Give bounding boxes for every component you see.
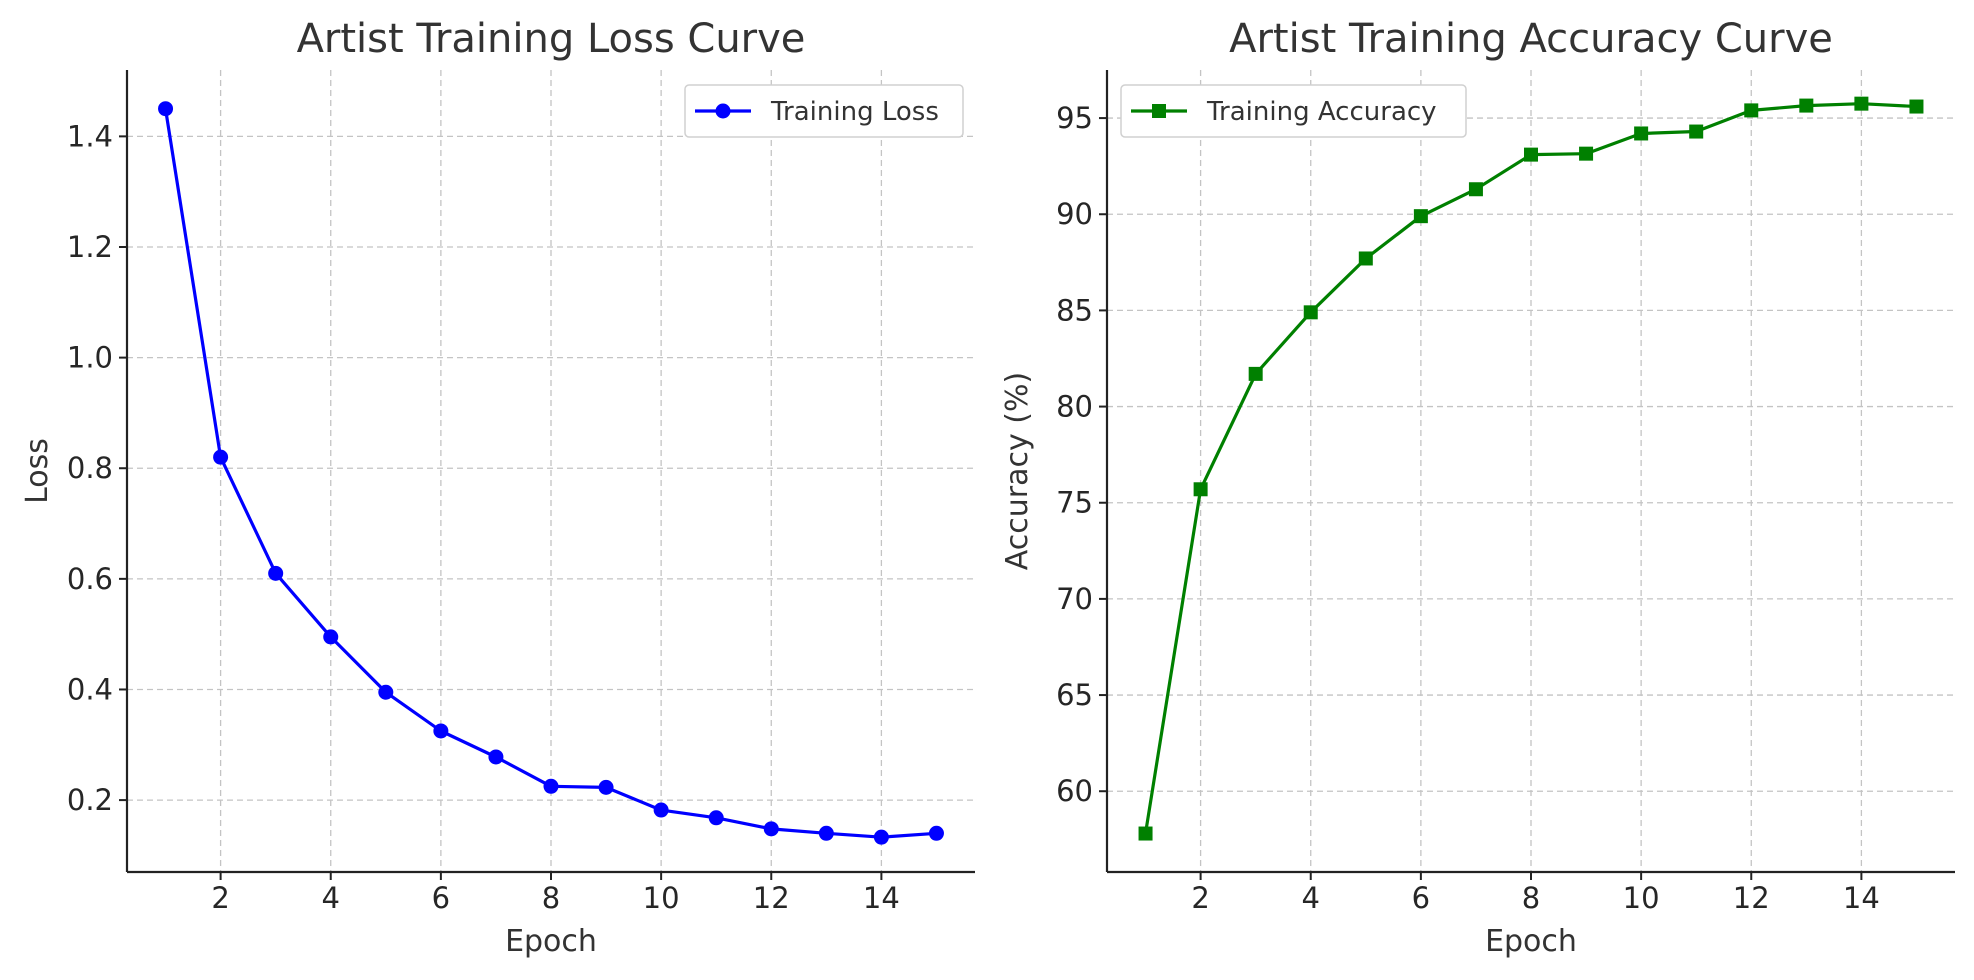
accuracy-legend-label: Training Accuracy	[1206, 97, 1437, 127]
loss-data-point	[928, 825, 944, 841]
loss-data-point	[268, 565, 284, 581]
accuracy-data-point	[1524, 147, 1538, 162]
accuracy-chart-title: Artist Training Accuracy Curve	[1229, 16, 1833, 62]
loss-data-point	[598, 779, 614, 795]
accuracy-data-point	[1689, 124, 1704, 139]
accuracy-data-point	[1634, 126, 1649, 141]
accuracy-x-tick-label: 12	[1733, 881, 1770, 915]
accuracy-x-tick-label: 14	[1843, 881, 1880, 915]
accuracy-x-tick-label: 4	[1302, 881, 1320, 915]
loss-x-tick-label: 14	[863, 881, 900, 915]
accuracy-y-tick-label: 75	[1056, 486, 1093, 520]
accuracy-data-point	[1248, 366, 1263, 381]
accuracy-x-tick-label: 10	[1623, 881, 1660, 915]
loss-y-tick-label: 0.2	[67, 783, 113, 817]
loss-legend-marker	[715, 103, 731, 119]
accuracy-y-tick-label: 85	[1056, 293, 1093, 327]
loss-data-point	[708, 810, 724, 826]
loss-y-tick-label: 1.0	[67, 341, 113, 375]
accuracy-y-axis-label: Accuracy (%)	[1000, 372, 1035, 570]
accuracy-data-point	[1909, 99, 1924, 114]
accuracy-y-tick-label: 80	[1056, 390, 1093, 424]
accuracy-data-point	[1744, 103, 1759, 118]
accuracy-chart-panel: 2 4 6 8 10 12 14 60 65 70 75 80 85 90 95 Artist Trainin…	[1000, 16, 1955, 959]
loss-data-point	[158, 101, 174, 117]
loss-x-tick-label: 12	[753, 881, 790, 915]
loss-x-tick-label: 4	[322, 881, 340, 915]
loss-legend-box	[684, 84, 964, 138]
accuracy-x-axis-label: Epoch	[1485, 924, 1577, 959]
loss-y-tick-label: 0.4	[67, 672, 113, 706]
loss-y-axis-label: Loss	[20, 438, 55, 504]
loss-y-tick-label: 1.4	[67, 119, 113, 153]
accuracy-data-point	[1303, 305, 1318, 320]
loss-x-tick-label: 10	[643, 881, 680, 915]
accuracy-data-point	[1138, 826, 1153, 841]
loss-y-tick-label: 1.2	[67, 230, 113, 264]
accuracy-legend-box	[1120, 84, 1467, 138]
accuracy-data-point	[1854, 96, 1869, 111]
accuracy-data-point	[1358, 251, 1373, 266]
loss-data-point	[763, 821, 779, 837]
loss-data-point	[818, 825, 834, 841]
loss-x-tick-label: 6	[432, 881, 450, 915]
accuracy-data-point	[1413, 209, 1428, 224]
accuracy-x-tick-label: 2	[1191, 881, 1209, 915]
accuracy-y-tick-label: 60	[1056, 774, 1093, 808]
loss-x-tick-label: 2	[211, 881, 229, 915]
loss-data-point	[488, 749, 504, 765]
loss-chart-panel: 2 4 6 8 10 12 14 0.2 0.4 0.6 0.8 1.0 1.2 1.4 Artist Tr…	[20, 16, 975, 959]
loss-data-point	[323, 629, 339, 645]
accuracy-x-tick-label: 6	[1412, 881, 1430, 915]
accuracy-y-tick-label: 65	[1056, 678, 1093, 712]
accuracy-data-point	[1468, 182, 1483, 197]
accuracy-x-tick-label: 8	[1522, 881, 1540, 915]
accuracy-data-point	[1579, 146, 1594, 161]
loss-data-point	[543, 778, 559, 794]
loss-y-tick-label: 0.6	[67, 562, 113, 596]
accuracy-data-point	[1799, 98, 1814, 113]
loss-data-point	[433, 723, 449, 739]
accuracy-y-tick-label: 95	[1056, 101, 1093, 135]
accuracy-legend-marker	[1152, 104, 1166, 118]
loss-data-point	[378, 684, 394, 700]
accuracy-y-tick-label: 70	[1056, 582, 1093, 616]
loss-data-point	[653, 802, 669, 818]
loss-legend-label: Training Loss	[770, 97, 939, 127]
loss-x-axis-label: Epoch	[505, 924, 597, 959]
loss-x-tick-label: 8	[542, 881, 560, 915]
loss-data-point	[213, 449, 229, 465]
accuracy-y-tick-label: 90	[1056, 197, 1093, 231]
loss-chart-title: Artist Training Loss Curve	[297, 16, 806, 62]
loss-data-point	[873, 829, 889, 845]
loss-y-tick-label: 0.8	[67, 451, 113, 485]
accuracy-data-point	[1193, 482, 1208, 497]
